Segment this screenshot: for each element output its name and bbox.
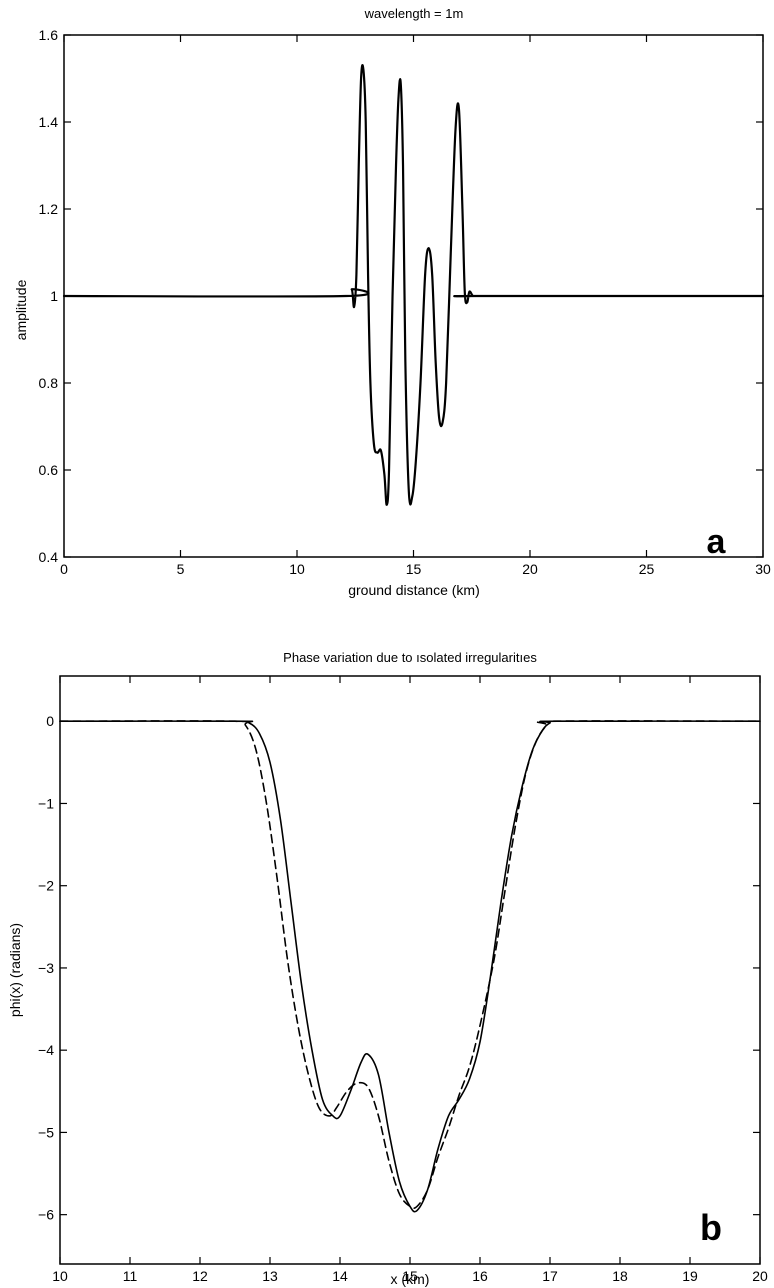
x-tick-label: 25 (639, 561, 655, 577)
y-axis-label: amplitude (13, 279, 29, 340)
y-tick-label: 0.8 (39, 375, 59, 391)
panel-a-amplitude-chart: wavelength = 1m 0 5 10 15 20 25 30 0.4 0.6 0.8 1 1.… (13, 6, 771, 598)
x-tick-label: 30 (755, 561, 771, 577)
y-tick-label: −4 (38, 1042, 54, 1058)
x-tick-label: 10 (289, 561, 305, 577)
x-tick-label: 10 (52, 1268, 68, 1284)
y-tick-label: −2 (38, 878, 54, 894)
y-tick-label: −5 (38, 1124, 54, 1140)
axis-ticks: 0 5 10 15 20 25 30 0.4 0.6 0.8 1 1.2 1.4 1.6 (39, 27, 771, 577)
panel-label: a (707, 523, 727, 561)
x-tick-label: 0 (60, 561, 68, 577)
chart-title: wavelength = 1m (364, 6, 464, 21)
solid-series-line (62, 64, 765, 506)
y-axis-label: phi(x) (radians) (7, 923, 23, 1017)
series-group (59, 720, 761, 1213)
x-tick-label: 5 (177, 561, 185, 577)
y-tick-label: −1 (38, 795, 54, 811)
y-tick-label: 1.2 (39, 201, 59, 217)
y-tick-label: 0.4 (39, 549, 59, 565)
axes-frame (59, 675, 761, 1265)
x-axis-label: x (km) (391, 1271, 430, 1287)
x-tick-label: 15 (402, 1268, 418, 1284)
axis-ticks: 10 11 12 13 14 15 16 17 18 19 20 0 −1 −2 −3 −4 −5 −6 (38, 676, 768, 1284)
solid-series-line (59, 720, 761, 1213)
y-tick-label: 1.6 (39, 27, 59, 43)
x-tick-label: 20 (522, 561, 538, 577)
x-tick-label: 11 (123, 1268, 138, 1284)
x-tick-label: 17 (542, 1268, 558, 1284)
x-tick-label: 15 (406, 561, 422, 577)
plot-frame (59, 675, 761, 1265)
y-tick-label: −3 (38, 960, 54, 976)
y-tick-label: 0 (46, 713, 54, 729)
x-tick-label: 14 (332, 1268, 348, 1284)
y-tick-label: 1.4 (39, 114, 59, 130)
series-group (62, 64, 765, 506)
dashed-series-line (59, 720, 761, 1210)
panel-label: b (700, 1207, 722, 1248)
x-tick-label: 18 (612, 1268, 628, 1284)
x-tick-label: 12 (192, 1268, 208, 1284)
x-tick-label: 13 (262, 1268, 278, 1284)
panel-b-phase-chart: Phase variation due to ısolated irregula… (7, 650, 768, 1287)
y-tick-label: −6 (38, 1207, 54, 1223)
y-tick-label: 1 (50, 288, 58, 304)
x-tick-label: 19 (682, 1268, 698, 1284)
chart-title: Phase variation due to ısolated irregula… (283, 650, 537, 665)
x-axis-label: ground distance (km) (348, 582, 480, 598)
y-tick-label: 0.6 (39, 462, 59, 478)
x-tick-label: 20 (752, 1268, 768, 1284)
x-tick-label: 16 (472, 1268, 488, 1284)
